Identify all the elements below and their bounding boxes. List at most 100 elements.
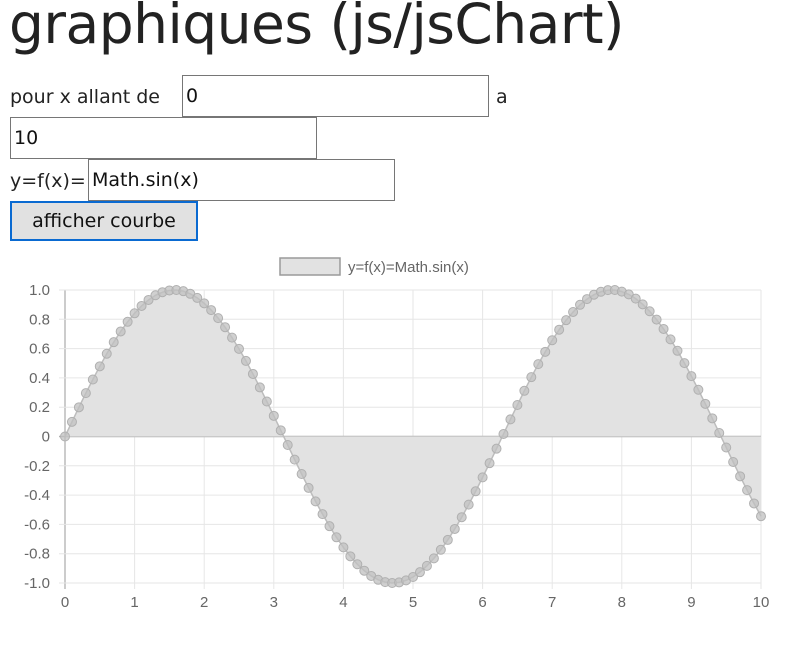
data-point[interactable]	[192, 292, 203, 303]
y-tick-label: -0.4	[24, 487, 50, 504]
data-point[interactable]	[227, 332, 238, 343]
x-tick-label: 10	[753, 594, 770, 611]
data-point[interactable]	[658, 323, 669, 334]
y-tick-label: 0.4	[29, 370, 50, 387]
data-point[interactable]	[352, 559, 363, 570]
data-point[interactable]	[345, 551, 356, 562]
data-point[interactable]	[630, 293, 641, 304]
data-point[interactable]	[136, 300, 147, 311]
data-point[interactable]	[80, 388, 91, 399]
data-point[interactable]	[679, 358, 690, 369]
chart-legend[interactable]: y=f(x)=Math.sin(x)	[279, 257, 469, 276]
data-point[interactable]	[115, 326, 126, 337]
y-tick-label: 0	[42, 429, 50, 446]
data-point[interactable]	[707, 413, 718, 424]
data-point[interactable]	[742, 485, 753, 496]
data-point[interactable]	[700, 398, 711, 409]
data-point[interactable]	[408, 571, 418, 582]
chart-canvas: 0 1 2 3 4 5 6 7 8 9 10 1.0 0.8 0.6 0.4 0.2 0 -0.2 -0.4 -0.6…	[24, 257, 770, 611]
data-point[interactable]	[338, 542, 349, 553]
data-point[interactable]	[289, 454, 300, 465]
data-point[interactable]	[428, 553, 439, 564]
data-point[interactable]	[721, 442, 732, 453]
data-point[interactable]	[122, 316, 133, 327]
data-point[interactable]	[296, 469, 307, 480]
data-point[interactable]	[519, 385, 530, 396]
data-point[interactable]	[442, 534, 453, 545]
data-point[interactable]	[491, 443, 502, 454]
x-to-input[interactable]	[10, 117, 317, 159]
y-tick-label: 0.2	[29, 399, 50, 416]
fx-input[interactable]	[88, 159, 395, 201]
data-point[interactable]	[87, 374, 98, 385]
data-point[interactable]	[268, 410, 279, 421]
data-point[interactable]	[331, 532, 342, 543]
data-point[interactable]	[735, 471, 746, 482]
data-point[interactable]	[129, 308, 140, 319]
data-point[interactable]	[575, 299, 586, 310]
data-point[interactable]	[686, 371, 697, 382]
data-point[interactable]	[108, 337, 119, 348]
data-point[interactable]	[254, 382, 265, 393]
data-point[interactable]	[484, 458, 495, 469]
data-point[interactable]	[421, 560, 432, 571]
x-tick-label: 6	[478, 594, 486, 611]
data-point[interactable]	[512, 400, 523, 411]
data-point[interactable]	[756, 511, 766, 522]
data-point[interactable]	[359, 565, 370, 576]
data-point[interactable]	[220, 322, 231, 333]
data-point[interactable]	[463, 499, 474, 510]
fx-label: y=f(x)=	[10, 170, 86, 192]
data-point[interactable]	[651, 314, 662, 325]
data-point[interactable]	[143, 294, 154, 305]
data-point[interactable]	[533, 359, 544, 370]
data-point[interactable]	[561, 315, 572, 326]
data-point[interactable]	[526, 372, 537, 383]
show-curve-button[interactable]: afficher courbe	[10, 201, 198, 241]
y-tick-label: 0.8	[29, 311, 50, 328]
data-point[interactable]	[568, 306, 579, 317]
data-point[interactable]	[470, 486, 481, 497]
data-point[interactable]	[206, 305, 217, 316]
data-point[interactable]	[540, 346, 551, 357]
data-point[interactable]	[414, 567, 425, 578]
data-point[interactable]	[644, 306, 655, 317]
data-point[interactable]	[101, 348, 112, 359]
data-point[interactable]	[554, 324, 565, 335]
data-point[interactable]	[240, 355, 251, 366]
data-point[interactable]	[456, 512, 467, 523]
data-point[interactable]	[672, 345, 683, 356]
data-point[interactable]	[582, 294, 592, 305]
data-point[interactable]	[261, 396, 272, 407]
data-point[interactable]	[73, 402, 84, 413]
data-point[interactable]	[505, 414, 516, 425]
data-point[interactable]	[66, 416, 77, 427]
chart-points	[60, 285, 766, 588]
legend-swatch	[279, 257, 341, 276]
data-point[interactable]	[199, 298, 210, 309]
data-point[interactable]	[303, 482, 314, 493]
data-point[interactable]	[728, 456, 739, 467]
data-point[interactable]	[498, 429, 509, 440]
data-point[interactable]	[435, 544, 446, 555]
data-point[interactable]	[94, 361, 105, 372]
data-point[interactable]	[247, 368, 258, 379]
x-from-input[interactable]	[182, 75, 489, 117]
data-point[interactable]	[275, 425, 286, 436]
data-point[interactable]	[714, 427, 725, 438]
data-point[interactable]	[213, 313, 224, 324]
data-point[interactable]	[310, 496, 321, 507]
data-point[interactable]	[547, 335, 558, 346]
data-point[interactable]	[324, 521, 335, 532]
data-point[interactable]	[60, 431, 70, 442]
data-point[interactable]	[477, 472, 488, 483]
data-point[interactable]	[449, 523, 460, 534]
data-point[interactable]	[234, 343, 244, 354]
data-point[interactable]	[665, 334, 676, 345]
data-point[interactable]	[317, 509, 328, 520]
x-to-label: a	[496, 86, 508, 108]
data-point[interactable]	[693, 384, 704, 395]
data-point[interactable]	[749, 498, 760, 509]
data-point[interactable]	[637, 299, 648, 310]
data-point[interactable]	[282, 439, 293, 450]
